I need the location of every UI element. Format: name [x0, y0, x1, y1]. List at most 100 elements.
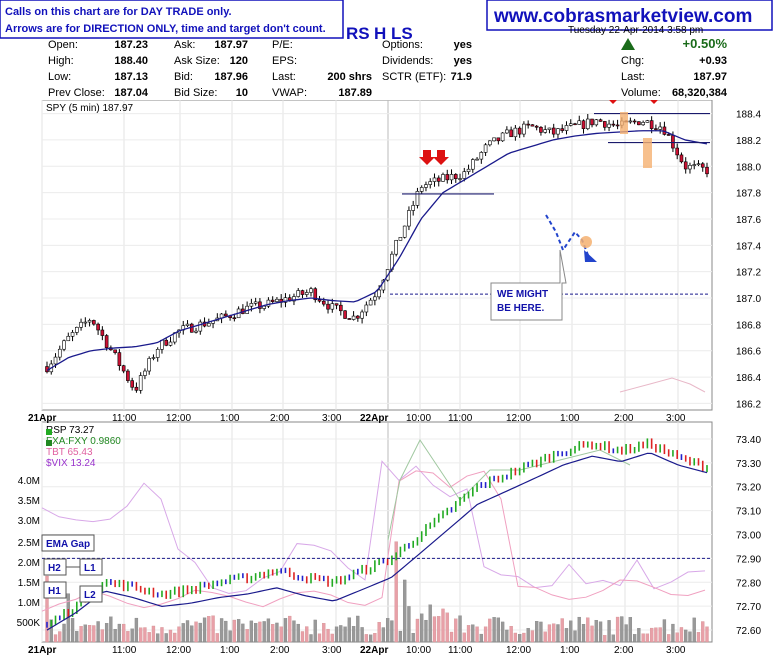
candle-body	[147, 358, 151, 372]
candle-body	[522, 123, 526, 135]
candle-body	[343, 310, 347, 319]
volume-bar	[543, 631, 547, 643]
volume-bar	[100, 629, 105, 643]
x-tick-label: 2:00	[614, 413, 634, 424]
candle-body	[207, 323, 211, 327]
legend-rsp: RSP 73.27	[46, 425, 95, 436]
volume-bar	[219, 618, 224, 643]
candle-body	[266, 299, 271, 307]
volume-bar	[279, 626, 283, 643]
volume-bar	[441, 608, 445, 643]
volume-bar	[517, 634, 522, 643]
candle-body	[526, 123, 530, 126]
candle-body	[598, 119, 603, 122]
l2-label: L2	[84, 590, 96, 601]
volume-bar	[586, 617, 590, 643]
candle-body	[671, 135, 675, 149]
volume-bar	[232, 619, 237, 643]
candle-body	[249, 303, 254, 307]
candle-body	[517, 127, 522, 135]
quote-label: Ask Size:	[174, 55, 220, 67]
candle-body	[160, 339, 164, 350]
candle-body	[402, 225, 407, 238]
y-tick-label: 188.2	[736, 136, 761, 147]
x-tick-label: 22Apr	[360, 645, 388, 656]
x-tick-label: 12:00	[166, 413, 191, 424]
quote-label: Low:	[48, 71, 71, 83]
y-tick-label: 72.90	[736, 554, 761, 565]
volume-bar	[675, 632, 679, 643]
volume-bar	[330, 633, 334, 643]
volume-bar	[509, 626, 513, 643]
volume-bar	[373, 633, 377, 643]
volume-bar	[160, 627, 164, 643]
candle-body	[66, 335, 71, 342]
price-panel	[41, 99, 713, 411]
h2-label: H2	[48, 563, 61, 574]
candle-body	[441, 174, 445, 182]
volume-bar	[283, 618, 288, 643]
candle-body	[368, 299, 373, 306]
candle-body	[505, 129, 509, 134]
volume-bar	[475, 626, 479, 643]
volume-bar	[83, 624, 87, 643]
quote-value: 187.23	[114, 39, 148, 51]
volume-bar	[228, 630, 232, 643]
quote-label: VWAP:	[272, 87, 307, 99]
volume-bar	[449, 631, 454, 643]
candle-body	[683, 161, 688, 170]
candle-body	[445, 174, 450, 181]
quote-label: Last:	[621, 71, 645, 83]
volume-bar	[249, 620, 254, 643]
volume-bar	[424, 619, 428, 643]
candle-body	[692, 164, 697, 166]
callout-box	[490, 249, 567, 321]
hl-text: H LS	[374, 24, 413, 43]
candle-body	[194, 330, 198, 333]
candle-body	[143, 370, 147, 376]
projection-dot	[580, 236, 592, 248]
volume-bar	[394, 541, 398, 643]
candle-body	[462, 171, 467, 179]
volume-bar	[53, 634, 58, 643]
volume-bar	[692, 617, 696, 643]
volume-bar	[185, 620, 190, 643]
candle-body	[564, 125, 569, 131]
disclaimer-line2: Arrows are for DIRECTION ONLY, time and …	[5, 23, 326, 35]
quote-value: 187.04	[114, 87, 149, 99]
pct-change: +0.50%	[683, 36, 728, 51]
volume-bar	[305, 626, 309, 643]
callout-text: WE MIGHT	[497, 289, 548, 300]
volume-bar	[398, 630, 403, 643]
volume-bar	[667, 634, 671, 643]
volume-bar	[530, 630, 535, 643]
candle-body	[539, 126, 543, 133]
website-box	[486, 0, 773, 31]
y-tick-label: 187.8	[736, 189, 761, 200]
volume-bar	[181, 623, 185, 643]
y-tick-label: 187.2	[736, 268, 761, 279]
volume-bar	[624, 624, 628, 643]
volume-bar	[488, 618, 492, 643]
volume-bar	[603, 635, 607, 643]
candle-body	[513, 127, 518, 138]
y-tick-label: 72.70	[736, 602, 761, 613]
x-tick-label: 2:00	[270, 645, 290, 656]
volume-bar	[611, 634, 615, 643]
candle-body	[296, 290, 301, 297]
x-tick-label: 11:00	[448, 645, 473, 656]
x-tick-label: 3:00	[322, 645, 342, 656]
candle-body	[138, 375, 143, 391]
volume-tick-label: 3.5M	[18, 496, 40, 507]
volume-bar	[705, 626, 709, 643]
volume-bar	[688, 631, 692, 643]
volume-bar	[300, 631, 305, 643]
candle-body	[126, 370, 130, 381]
up-triangle-icon	[621, 38, 635, 50]
candle-body	[675, 147, 679, 156]
volume-bar	[411, 633, 415, 643]
volume-bar	[241, 623, 245, 643]
x-tick-label: 12:00	[506, 645, 531, 656]
volume-bar	[492, 617, 496, 643]
